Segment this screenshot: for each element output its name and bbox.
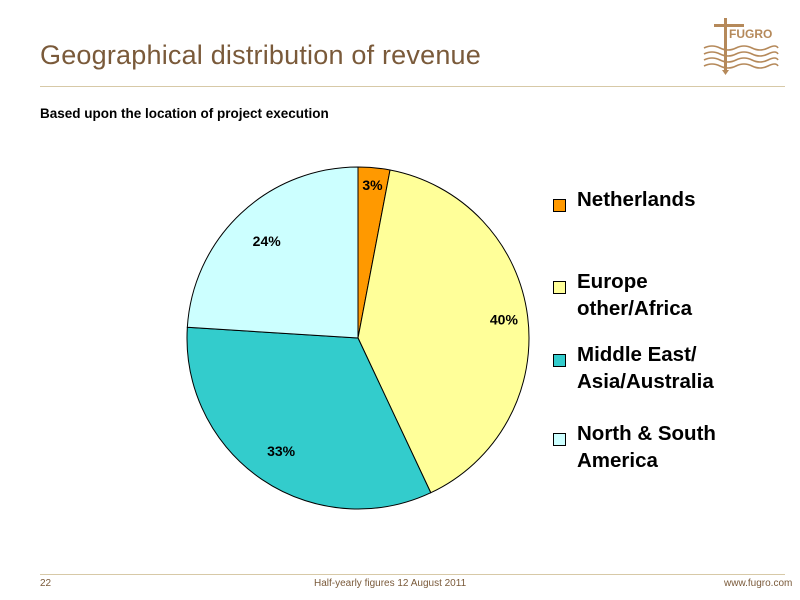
fugro-logo: FUGRO <box>702 14 780 76</box>
legend-swatch-4 <box>553 433 566 446</box>
logo-text: FUGRO <box>729 27 772 41</box>
pie-slice-label-1: 3% <box>362 177 383 193</box>
legend-label-1: Netherlands <box>577 188 696 211</box>
pie-slice-label-2: 40% <box>490 312 519 328</box>
legend-swatch-1 <box>553 199 566 212</box>
title-divider <box>40 86 785 87</box>
footer-date-text: Half-yearly figures 12 August 2011 <box>314 578 467 589</box>
fugro-logo-icon: FUGRO <box>703 18 779 75</box>
legend-label-2: Europe other/Africa <box>577 270 693 320</box>
legend-swatch-3 <box>553 354 566 367</box>
slide-title: Geographical distribution of revenue <box>40 40 481 70</box>
legend-swatch-2 <box>553 281 566 294</box>
pie-slice-4 <box>186 166 359 339</box>
footer-divider <box>40 574 785 575</box>
slide-subtitle: Based upon the location of project execu… <box>40 106 329 121</box>
pie-slice-2 <box>357 169 530 494</box>
legend-label-3: Middle East/ Asia/Australia <box>577 343 714 393</box>
pie-slice-3 <box>186 326 432 510</box>
footer-url: www.fugro.com <box>724 578 793 589</box>
pie-slice-label-4: 24% <box>253 233 282 249</box>
page-number: 22 <box>40 578 52 589</box>
pie-slice-label-3: 33% <box>267 443 296 459</box>
legend-label-4: North & South America <box>577 422 716 472</box>
